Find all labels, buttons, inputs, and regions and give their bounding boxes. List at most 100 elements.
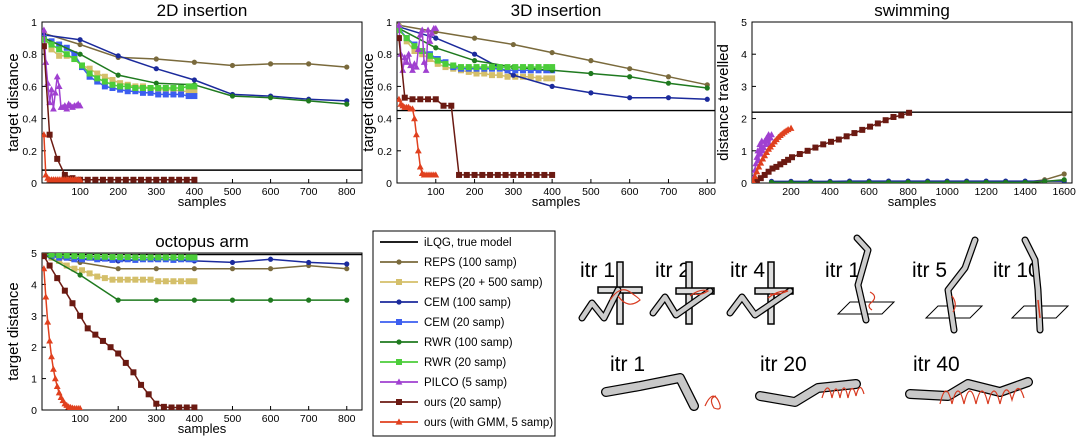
- data-point: [859, 127, 865, 133]
- data-point: [77, 313, 83, 319]
- y-tick-label: 2: [741, 114, 747, 126]
- data-point: [306, 260, 311, 265]
- data-point: [511, 73, 516, 78]
- series-ours_20: [41, 43, 197, 183]
- y-tick-label: 2: [31, 342, 37, 354]
- y-tick-label: 4: [31, 279, 37, 291]
- x-tick-label: 500: [582, 186, 600, 198]
- x-tick-label: 1600: [1053, 186, 1077, 198]
- data-point: [306, 98, 311, 103]
- y-tick-label: 4: [741, 49, 747, 61]
- y-axis-label: distance travelled: [715, 44, 732, 161]
- data-point: [550, 50, 555, 55]
- plot-area: [750, 110, 1072, 186]
- x-tick-label: 300: [148, 413, 166, 425]
- data-point: [427, 53, 433, 59]
- y-tick-label: 0: [31, 405, 37, 417]
- data-point: [87, 254, 93, 260]
- data-point: [108, 177, 114, 183]
- y-tick-label: 1: [31, 17, 37, 29]
- data-point: [588, 90, 593, 95]
- data-point: [92, 332, 98, 338]
- data-point: [102, 254, 108, 260]
- data-point: [828, 139, 834, 145]
- data-point: [186, 93, 192, 99]
- data-point: [925, 180, 930, 185]
- itr-label-swim-1: itr 1: [610, 353, 645, 376]
- data-point: [402, 95, 408, 101]
- x-tick-label: 1400: [1013, 186, 1037, 198]
- data-point: [479, 172, 485, 178]
- x-tick-label: 200: [109, 186, 127, 198]
- data-point: [1003, 180, 1008, 185]
- data-point: [130, 369, 136, 375]
- illustration-2d-insertion: itr 1 itr 2 itr 4: [580, 259, 793, 324]
- data-point: [138, 382, 144, 388]
- data-point: [64, 51, 70, 57]
- data-point: [192, 77, 197, 82]
- data-point: [191, 278, 197, 284]
- x-tick-label: 600: [262, 413, 280, 425]
- data-point: [148, 277, 154, 283]
- legend-label: CEM (20 samp): [424, 317, 505, 329]
- x-tick-label: 600: [621, 186, 639, 198]
- data-point: [797, 151, 803, 157]
- x-tick-label: 300: [148, 186, 166, 198]
- data-point: [79, 62, 85, 68]
- data-point: [1062, 177, 1067, 182]
- data-point: [472, 58, 477, 63]
- data-point: [541, 172, 547, 178]
- data-point: [85, 177, 91, 183]
- data-point: [423, 67, 430, 73]
- x-tick-label: 400: [543, 186, 561, 198]
- data-point: [230, 260, 235, 265]
- data-point: [125, 254, 131, 260]
- data-point: [433, 36, 438, 41]
- data-point: [549, 64, 555, 70]
- data-point: [497, 64, 503, 70]
- itr-label-swim-2: itr 20: [760, 353, 807, 376]
- series-line-ours_20: [753, 113, 909, 183]
- legend-label: CEM (100 samp): [424, 297, 511, 309]
- data-point: [411, 43, 417, 49]
- data-point: [153, 401, 159, 407]
- data-point: [77, 272, 82, 277]
- data-point: [230, 266, 235, 271]
- data-point: [116, 266, 121, 271]
- data-point: [344, 298, 349, 303]
- data-point: [161, 404, 167, 410]
- x-tick-label: 600: [860, 186, 878, 198]
- data-point: [497, 72, 503, 78]
- legend-swatch-marker: [396, 319, 402, 325]
- legend-label: ours (20 samp): [424, 397, 502, 409]
- data-point: [77, 37, 82, 42]
- data-point: [705, 85, 710, 90]
- data-point: [186, 83, 192, 89]
- x-tick-label: 400: [821, 186, 839, 198]
- data-point: [79, 267, 85, 273]
- data-point: [154, 66, 159, 71]
- data-point: [115, 177, 121, 183]
- data-point: [170, 254, 176, 260]
- data-point: [102, 275, 108, 281]
- data-point: [154, 56, 159, 61]
- data-point: [984, 180, 989, 185]
- data-point: [812, 145, 818, 151]
- data-point: [163, 85, 169, 91]
- data-point: [867, 124, 873, 130]
- data-point: [109, 277, 115, 283]
- data-point: [132, 254, 138, 260]
- data-point: [146, 391, 152, 397]
- data-point: [458, 64, 464, 70]
- plot-frame: [397, 22, 715, 183]
- data-point: [503, 172, 509, 178]
- y-tick-label: 0.8: [22, 49, 37, 61]
- data-point: [769, 180, 774, 185]
- data-point: [192, 298, 197, 303]
- itr-label-2d-3: itr 4: [730, 259, 765, 282]
- data-point: [417, 96, 423, 102]
- data-point: [474, 64, 480, 70]
- legend-label: RWR (100 samp): [424, 337, 513, 349]
- series-ours_gmm: [396, 96, 440, 178]
- data-point: [666, 81, 671, 86]
